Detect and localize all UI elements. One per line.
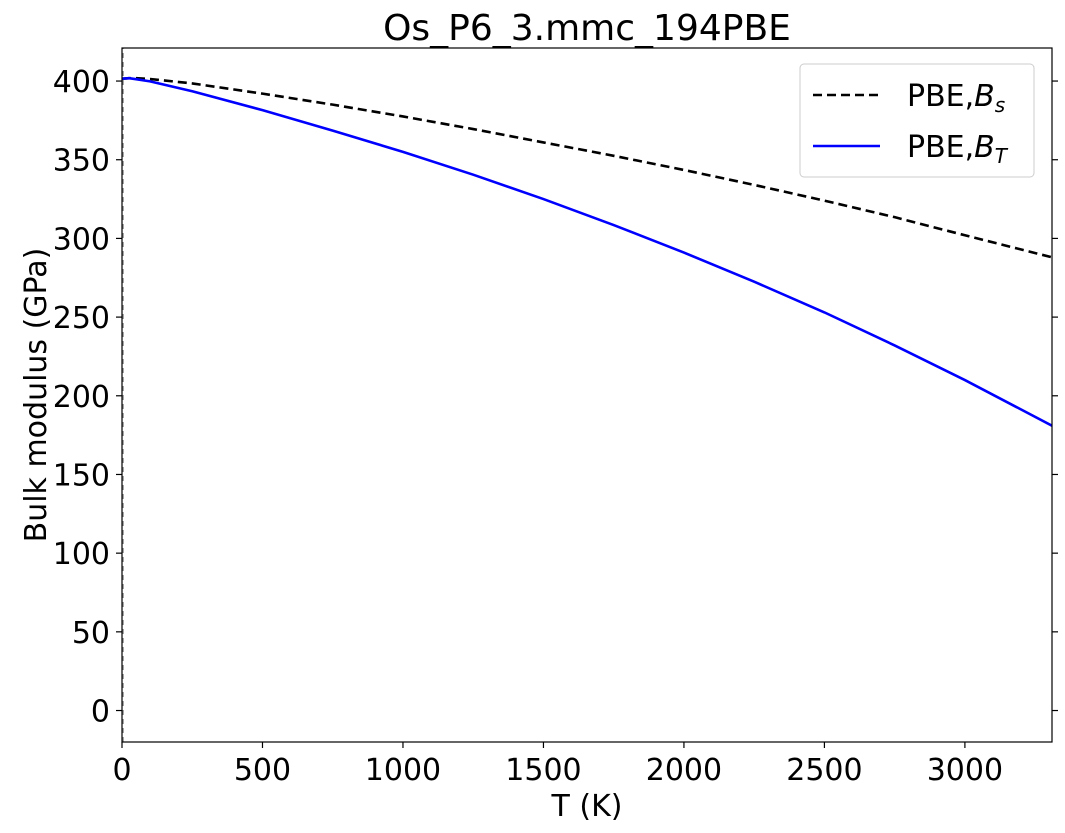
x-tick-label: 1500 — [505, 753, 581, 788]
x-axis-title: T (K) — [551, 789, 623, 824]
plot-frame — [121, 47, 1053, 743]
y-tick-label: 0 — [91, 695, 110, 730]
x-axis: 0 500 1000 1500 2000 2500 3000 — [112, 742, 1003, 788]
chart-title: Os_P6_3.mmc_194PBE — [383, 8, 791, 49]
y-tick-label: 100 — [53, 537, 110, 572]
legend-label-bs: PBE,Bs — [907, 79, 1005, 117]
y-tick-label: 250 — [53, 301, 110, 336]
x-tick-label: 2500 — [786, 753, 862, 788]
x-tick-label: 500 — [234, 753, 291, 788]
series-layer — [122, 48, 1052, 742]
y-tick-label: 50 — [72, 616, 110, 651]
x-tick-label: 0 — [112, 753, 131, 788]
series-line-bs — [122, 76, 1052, 259]
y-tick-label: 200 — [53, 380, 110, 415]
y-tick-label: 400 — [53, 65, 110, 100]
x-tick-label: 3000 — [927, 753, 1003, 788]
legend: PBE,Bs PBE,BT — [799, 63, 1035, 178]
x-tick-label: 1000 — [365, 753, 441, 788]
x-tick-label: 2000 — [646, 753, 722, 788]
y-tick-label: 150 — [53, 458, 110, 493]
legend-box — [799, 63, 1035, 178]
series-line-bt — [122, 76, 1052, 427]
y-axis-title: Bulk modulus (GPa) — [19, 248, 54, 543]
y-axis: 0 50 100 150 200 250 300 350 400 — [53, 65, 1058, 730]
legend-label-bt: PBE,BT — [907, 130, 1009, 168]
y-tick-label: 300 — [53, 222, 110, 257]
y-tick-label: 350 — [53, 144, 110, 179]
